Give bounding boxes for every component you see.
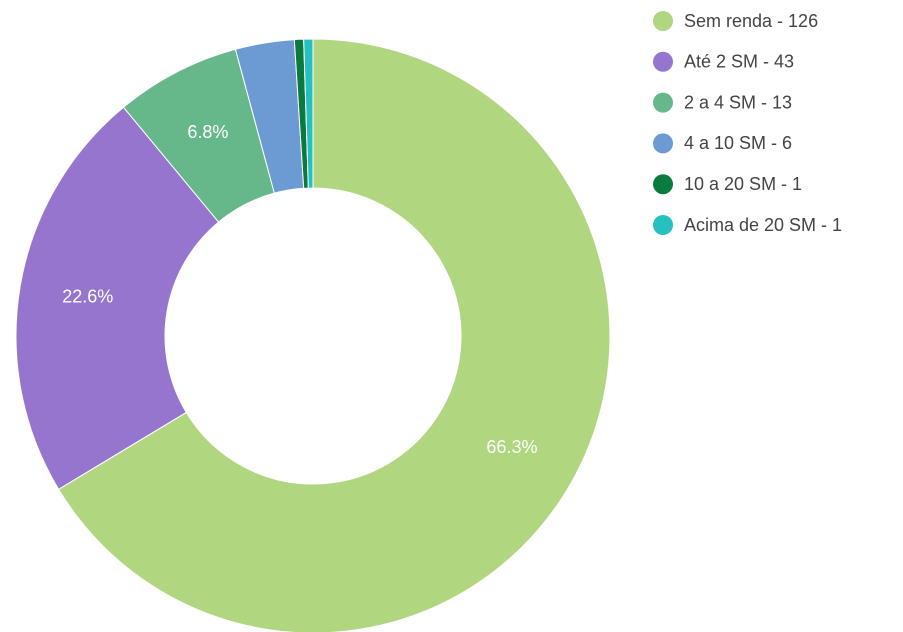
legend-label: Sem renda - 126 xyxy=(684,11,818,31)
legend-label: 10 a 20 SM - 1 xyxy=(684,174,802,194)
slice-label: 66.3% xyxy=(486,437,537,457)
legend-swatch xyxy=(653,11,673,31)
legend-label: 4 a 10 SM - 6 xyxy=(684,133,792,153)
slice xyxy=(57,38,611,632)
legend-swatch xyxy=(653,215,673,235)
legend-swatch xyxy=(653,51,673,72)
slice xyxy=(15,106,220,491)
slice-label: 22.6% xyxy=(62,286,113,306)
legend-label: Acima de 20 SM - 1 xyxy=(684,215,842,235)
legend-swatch xyxy=(653,92,673,113)
slice-label: 6.8% xyxy=(187,122,228,142)
slice xyxy=(303,38,314,189)
legend-label: Até 2 SM - 43 xyxy=(684,52,794,72)
legend-swatch xyxy=(653,174,673,195)
legend-label: 2 a 4 SM - 13 xyxy=(684,92,792,112)
legend-swatch xyxy=(653,133,673,154)
